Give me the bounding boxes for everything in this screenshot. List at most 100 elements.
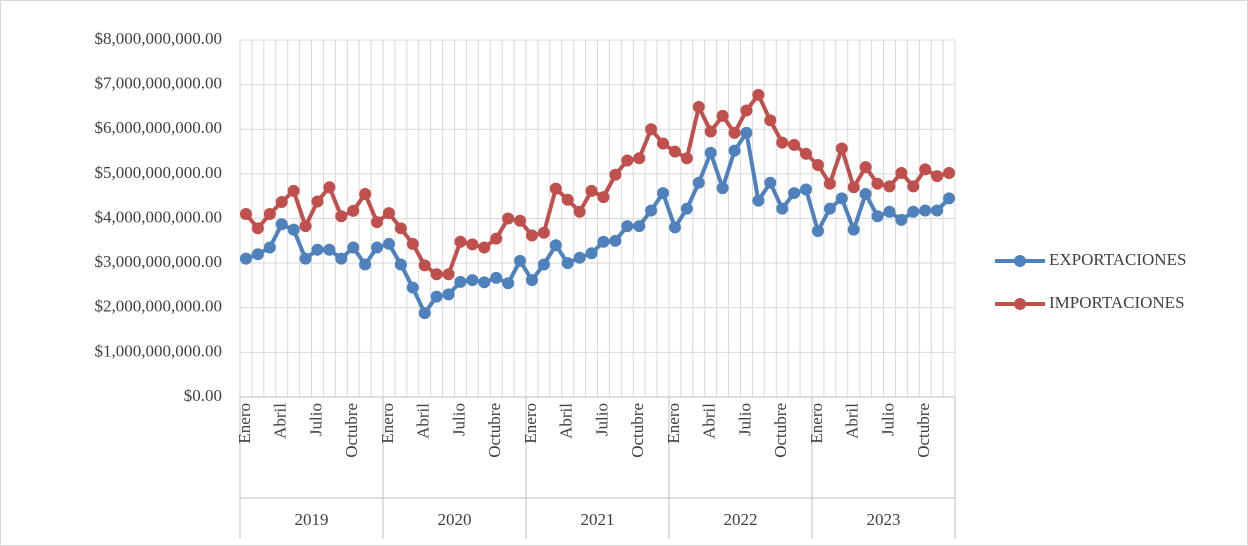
data-point [478, 241, 491, 254]
data-point [263, 241, 276, 254]
y-tick-label: $1,000,000,000.00 [95, 341, 223, 360]
data-point [597, 191, 610, 204]
data-point [394, 258, 407, 271]
data-point [371, 241, 384, 254]
x-tick-label: Abril [414, 403, 433, 439]
data-point [454, 235, 467, 248]
x-tick-label: Julio [878, 403, 897, 436]
data-point [597, 235, 610, 248]
data-point [359, 187, 372, 200]
data-point [800, 183, 813, 196]
data-point [490, 232, 503, 245]
data-point [454, 275, 467, 288]
x-tick-label: Enero [235, 403, 254, 444]
x-tick-label: Abril [843, 403, 862, 439]
data-point [871, 177, 884, 190]
data-point [657, 187, 670, 200]
x-tick-label: Octubre [485, 403, 504, 458]
data-point [847, 181, 860, 194]
data-point [371, 216, 384, 229]
data-point [430, 268, 443, 281]
data-point [668, 221, 681, 234]
legend-marker [1014, 298, 1026, 310]
data-point [788, 138, 801, 151]
data-point [907, 180, 920, 193]
group-label: 2022 [724, 510, 758, 529]
data-point [609, 168, 622, 181]
data-point [859, 161, 872, 174]
data-point [335, 210, 348, 223]
data-point [525, 274, 538, 287]
data-point [287, 184, 300, 197]
y-tick-label: $7,000,000,000.00 [95, 74, 223, 93]
data-point [752, 194, 765, 207]
data-point [514, 254, 527, 267]
data-point [621, 154, 634, 167]
data-point [776, 202, 789, 215]
data-point [633, 220, 646, 233]
data-point [239, 208, 252, 221]
data-point [239, 252, 252, 265]
data-point [418, 259, 431, 272]
legend-label: IMPORTACIONES [1049, 293, 1185, 312]
data-point [573, 205, 586, 218]
data-point [585, 184, 598, 197]
group-label: 2021 [581, 510, 615, 529]
y-tick-label: $2,000,000,000.00 [95, 297, 223, 316]
data-point [585, 247, 598, 260]
data-point [251, 248, 264, 261]
data-point [847, 223, 860, 236]
data-point [811, 158, 824, 171]
x-tick-label: Julio [306, 403, 325, 436]
data-point [442, 268, 455, 281]
y-tick-label: $3,000,000,000.00 [95, 252, 223, 271]
data-point [704, 125, 717, 138]
data-point [299, 252, 312, 265]
data-point [418, 307, 431, 320]
x-tick-label: Octubre [628, 403, 647, 458]
data-point [275, 218, 288, 231]
x-tick-label: Julio [449, 403, 468, 436]
data-point [835, 142, 848, 155]
data-point [359, 258, 372, 271]
data-point [311, 195, 324, 208]
data-point [919, 204, 932, 217]
data-point [764, 176, 777, 189]
x-tick-label: Enero [378, 403, 397, 444]
x-tick-label: Abril [557, 403, 576, 439]
data-point [514, 214, 527, 227]
data-point [811, 224, 824, 237]
data-point [466, 274, 479, 287]
data-point [716, 109, 729, 122]
data-point [728, 126, 741, 139]
data-point [502, 212, 515, 225]
data-point [823, 177, 836, 190]
data-point [561, 257, 574, 270]
data-point [883, 205, 896, 218]
data-point [406, 237, 419, 250]
data-point [668, 145, 681, 158]
x-tick-label: Enero [521, 403, 540, 444]
data-point [931, 170, 944, 183]
data-point [347, 204, 360, 217]
x-tick-label: Octubre [771, 403, 790, 458]
data-point [561, 193, 574, 206]
data-point [943, 192, 956, 205]
data-point [406, 281, 419, 294]
legend-marker [1014, 255, 1026, 267]
data-point [335, 252, 348, 265]
group-label: 2023 [867, 510, 901, 529]
data-point [645, 204, 658, 217]
data-point [478, 276, 491, 289]
data-point [549, 239, 562, 252]
x-tick-label: Abril [271, 403, 290, 439]
y-tick-label: $4,000,000,000.00 [95, 207, 223, 226]
data-point [764, 114, 777, 127]
data-point [895, 166, 908, 179]
data-point [680, 202, 693, 215]
x-tick-label: Octubre [342, 403, 361, 458]
data-point [752, 88, 765, 101]
data-point [776, 136, 789, 149]
